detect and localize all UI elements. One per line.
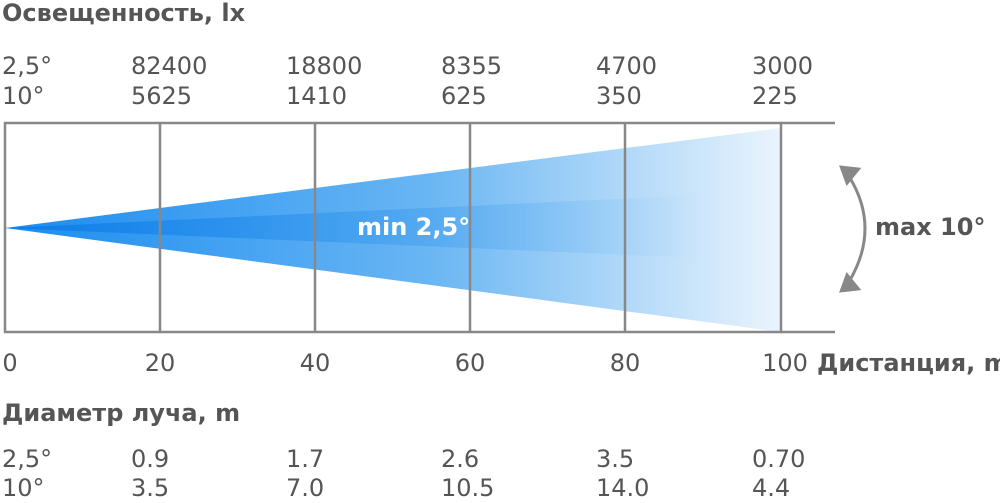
angle-arrow [839,165,867,293]
diameter-title: Диаметр луча, m [2,399,240,427]
cell-value: 350 [596,82,642,110]
cell-value: 10.5 [441,474,494,499]
arrow-head [839,271,862,293]
frame-box [3,121,783,334]
cell-value: 3.5 [131,474,169,499]
cell-value: 625 [441,82,487,110]
cell-value: 1.7 [286,445,324,473]
beam [5,128,781,332]
distance-tick: 20 [145,349,176,377]
distance-tick: 40 [300,349,331,377]
cell-value: 3000 [752,52,813,80]
cell-value: 0.9 [131,445,169,473]
cell-value: 7.0 [286,474,324,499]
distance-tick: 0 [2,349,17,377]
narrow-beam [5,195,700,258]
distance-tick: 100 [762,349,808,377]
cell-value: 3.5 [596,445,634,473]
cell-value: 0.70 [752,445,805,473]
row-label: 10° [2,474,45,499]
illuminance-title: Освещенность, lx [2,0,246,27]
cell-value: 4700 [596,52,657,80]
max-label: max 10° [875,213,985,241]
cell-value: 5625 [131,82,192,110]
cell-value: 2.6 [441,445,479,473]
cell-value: 14.0 [596,474,649,499]
distance-tick: 60 [455,349,486,377]
cell-value: 4.4 [752,474,790,499]
cell-value: 82400 [131,52,207,80]
row-label: 2,5° [2,445,52,473]
distance-tick: 80 [610,349,641,377]
row-label: 10° [2,82,45,110]
cell-value: 225 [752,82,798,110]
cell-value: 18800 [286,52,362,80]
arrow-head [839,165,862,187]
cell-value: 1410 [286,82,347,110]
distance-label: Дистанция, m [817,349,1000,377]
min-label: min 2,5° [357,213,470,241]
row-label: 2,5° [2,52,52,80]
cell-value: 8355 [441,52,502,80]
frame [3,121,835,334]
arrow-arc [848,177,867,281]
